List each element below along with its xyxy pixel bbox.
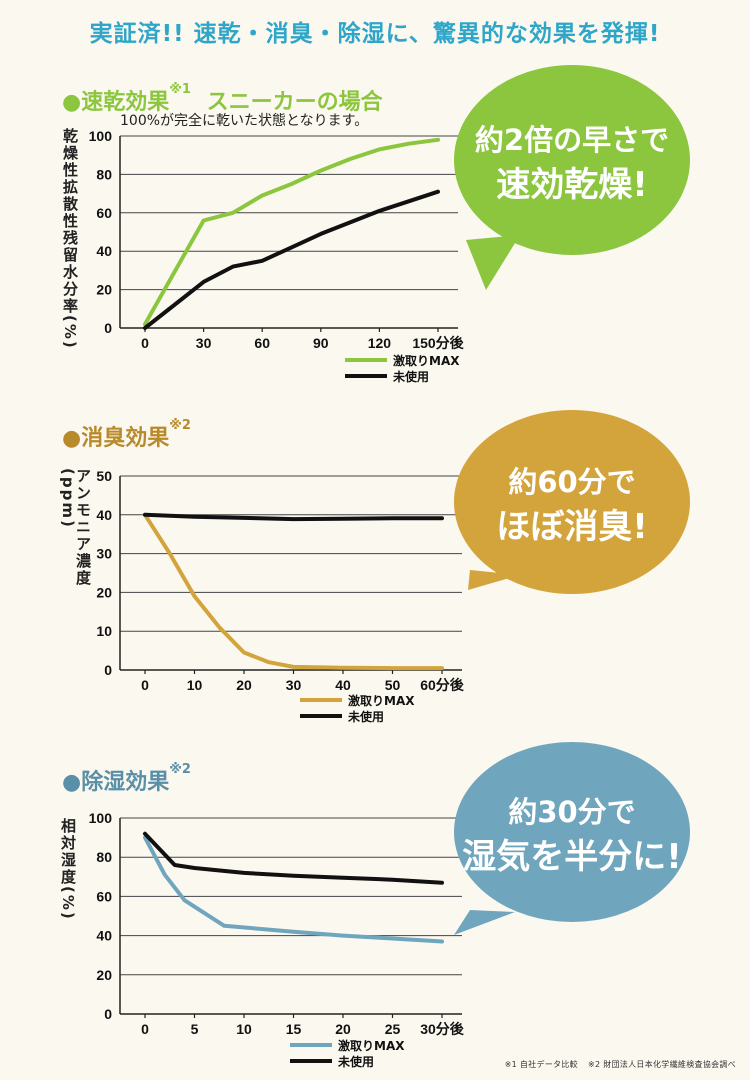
section-subnote: 100%が完全に乾いた状態となります。 <box>120 113 369 129</box>
x-tick-label: 10 <box>236 1021 252 1037</box>
y-tick-label: 50 <box>96 468 112 484</box>
y-tick-label: 80 <box>96 166 112 182</box>
section-suffix: スニーカーの場合 <box>206 90 383 115</box>
x-tick-label: 60 <box>254 335 270 351</box>
y-tick-label: 40 <box>96 507 112 523</box>
x-tick-label: 30 <box>286 677 302 693</box>
y-tick-label: 0 <box>104 320 112 336</box>
series-line-2 <box>143 189 440 330</box>
x-tick-label: 30分後 <box>420 1021 465 1037</box>
bubble-text-line: 速効乾燥! <box>496 165 648 205</box>
bubble-tail <box>454 910 515 935</box>
x-tick-label: 10 <box>187 677 203 693</box>
bullet-icon: ● <box>62 90 82 115</box>
footnote-2: ※2 財団法人日本化学繊維検査協会調べ <box>587 1060 736 1069</box>
bubble-body <box>454 410 690 594</box>
x-tick-label: 50 <box>385 677 401 693</box>
section-note: ※1 <box>169 82 191 97</box>
x-tick-label: 0 <box>141 677 149 693</box>
y-tick-label: 20 <box>96 584 112 600</box>
y-tick-label: 100 <box>89 128 113 144</box>
x-tick-label: 60分後 <box>420 677 465 693</box>
x-tick-label: 30 <box>196 335 212 351</box>
x-tick-label: 5 <box>191 1021 199 1037</box>
y-axis-label-dry: 乾燥性拡散性残留水分率(%) <box>61 128 79 350</box>
footnote-1: ※1 自社データ比較 <box>504 1060 578 1069</box>
x-tick-label: 15 <box>286 1021 302 1037</box>
x-tick-label: 20 <box>236 677 252 693</box>
legend-label: 未使用 <box>392 369 429 384</box>
y-tick-label: 40 <box>96 928 112 944</box>
legend-label: 激取りMAX <box>348 693 415 708</box>
section-title-text: 消臭効果 <box>81 426 170 451</box>
legend-label: 未使用 <box>337 1054 374 1069</box>
x-tick-label: 150分後 <box>412 335 464 351</box>
x-tick-label: 0 <box>141 1021 149 1037</box>
bullet-icon: ● <box>62 770 82 795</box>
x-tick-label: 20 <box>335 1021 351 1037</box>
section-title-humidity: ●除湿効果※2 <box>62 762 191 796</box>
y-tick-label: 20 <box>96 967 112 983</box>
y-tick-label: 0 <box>104 662 112 678</box>
x-tick-label: 120 <box>368 335 392 351</box>
y-tick-label: 60 <box>96 888 112 904</box>
bubble-tail <box>466 235 520 290</box>
x-tick-label: 25 <box>385 1021 401 1037</box>
x-tick-label: 40 <box>335 677 351 693</box>
section-note: ※2 <box>169 418 191 433</box>
y-tick-label: 0 <box>104 1006 112 1022</box>
y-tick-label: 60 <box>96 205 112 221</box>
section-title-text: 除湿効果 <box>81 770 170 795</box>
series-line-1 <box>143 835 444 944</box>
footnote: ※1 自社データ比較 ※2 財団法人日本化学繊維検査協会調べ <box>495 1059 736 1070</box>
x-tick-label: 0 <box>141 335 149 351</box>
series-line-2 <box>143 831 444 885</box>
x-tick-label: 90 <box>313 335 329 351</box>
legend-label: 激取りMAX <box>338 1038 405 1053</box>
legend-label: 未使用 <box>347 709 384 724</box>
y-tick-label: 80 <box>96 849 112 865</box>
y-tick-label: 100 <box>89 810 113 826</box>
bullet-icon: ● <box>62 426 82 451</box>
bubble-text-line: 約30分で <box>508 795 635 829</box>
bubble-text-line: 約2倍の早さで <box>475 123 669 157</box>
y-axis-label-humidity: 相対湿度(%) <box>59 818 77 921</box>
y-axis-label-odor: アンモニア濃度(ppm) <box>59 468 92 587</box>
section-note: ※2 <box>169 762 191 777</box>
y-tick-label: 20 <box>96 282 112 298</box>
y-tick-label: 40 <box>96 243 112 259</box>
bubble-body <box>454 65 690 255</box>
series-line-1 <box>143 137 440 327</box>
section-title-text: 速乾効果 <box>81 90 170 115</box>
y-tick-label: 10 <box>96 623 112 639</box>
bubble-text-line: 約60分で <box>508 465 635 499</box>
bubble-text-line: 湿気を半分に! <box>462 837 682 877</box>
section-title-odor: ●消臭効果※2 <box>62 418 191 452</box>
series-line-1 <box>143 512 444 671</box>
section-title-dry: ●速乾効果※1 スニーカーの場合 <box>62 82 383 116</box>
headline: 実証済!! 速乾・消臭・除湿に、驚異的な効果を発揮! <box>89 21 661 47</box>
y-tick-label: 30 <box>96 546 112 562</box>
legend-label: 激取りMAX <box>393 353 460 368</box>
series-line-2 <box>143 512 444 522</box>
bubble-body <box>454 742 690 922</box>
bubble-text-line: ほぼ消臭! <box>496 507 648 547</box>
